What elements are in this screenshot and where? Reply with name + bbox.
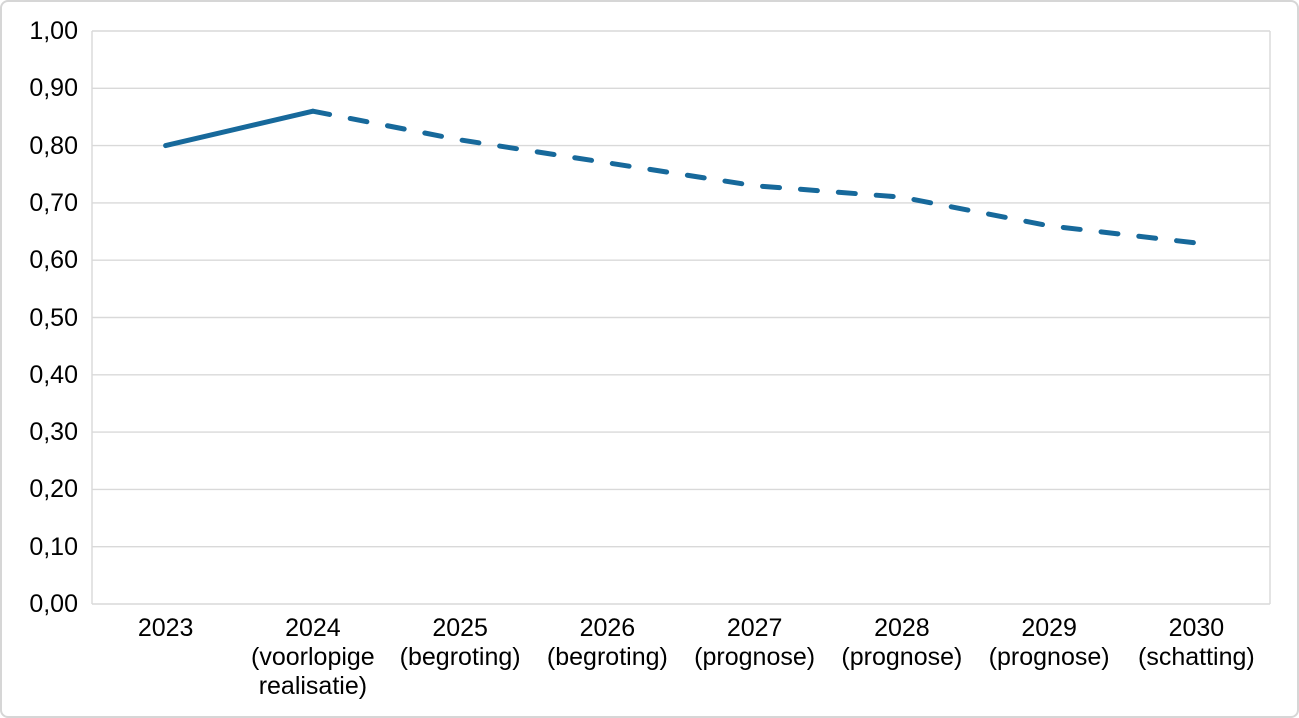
x-axis-note: (begroting) xyxy=(546,643,668,671)
y-axis-tick-label: 0,10 xyxy=(29,532,78,561)
x-axis-tick-label: 2025 (begroting) xyxy=(385,614,535,672)
x-axis-note: (prognose) xyxy=(841,643,963,671)
y-axis-tick-label: 0,00 xyxy=(29,590,78,618)
series-line-dashed xyxy=(310,108,1199,246)
y-axis-tick-label: 1,00 xyxy=(29,17,78,45)
y-axis-tick-label: 0,90 xyxy=(29,74,78,103)
x-axis-tick-label: 2029 (prognose) xyxy=(974,614,1124,672)
x-axis-tick-label: 2027 (prognose) xyxy=(680,614,830,672)
y-axis-tick-label: 0,80 xyxy=(29,131,78,160)
x-axis-tick-label: 2028 (prognose) xyxy=(827,614,977,672)
x-axis-year: 2026 xyxy=(579,614,636,642)
x-axis-year: 2030 xyxy=(1168,614,1225,642)
x-axis-year: 2023 xyxy=(137,614,194,642)
y-axis-tick-label: 0,40 xyxy=(29,360,78,389)
x-axis-year: 2027 xyxy=(726,614,783,642)
y-axis-tick-label: 0,50 xyxy=(29,303,78,332)
x-axis-note: (schatting) xyxy=(1138,643,1255,671)
x-axis-tick-label: 2023 xyxy=(91,614,241,643)
x-axis-tick-label: 2024 (voorlopige realisatie) xyxy=(238,614,388,701)
y-axis-tick-label: 0,60 xyxy=(29,246,78,275)
x-axis-note: (voorlopige realisatie) xyxy=(251,643,375,700)
y-axis-tick-label: 0,20 xyxy=(29,475,78,504)
x-axis-tick-label: 2030 (schatting) xyxy=(1121,614,1271,672)
x-axis-note: (begroting) xyxy=(399,643,521,671)
y-axis-tick-label: 0,30 xyxy=(29,418,78,447)
x-axis-year: 2028 xyxy=(874,614,930,642)
series-line-solid xyxy=(163,108,316,149)
x-axis-note: (prognose) xyxy=(694,643,816,671)
x-axis-year: 2029 xyxy=(1021,614,1077,642)
x-axis-tick-label: 2026 (begroting) xyxy=(532,614,682,672)
x-axis-year: 2025 xyxy=(432,614,488,642)
x-axis-year: 2024 xyxy=(285,614,341,642)
y-axis-tick-label: 0,70 xyxy=(29,188,78,217)
x-axis-note: (prognose) xyxy=(988,643,1110,671)
